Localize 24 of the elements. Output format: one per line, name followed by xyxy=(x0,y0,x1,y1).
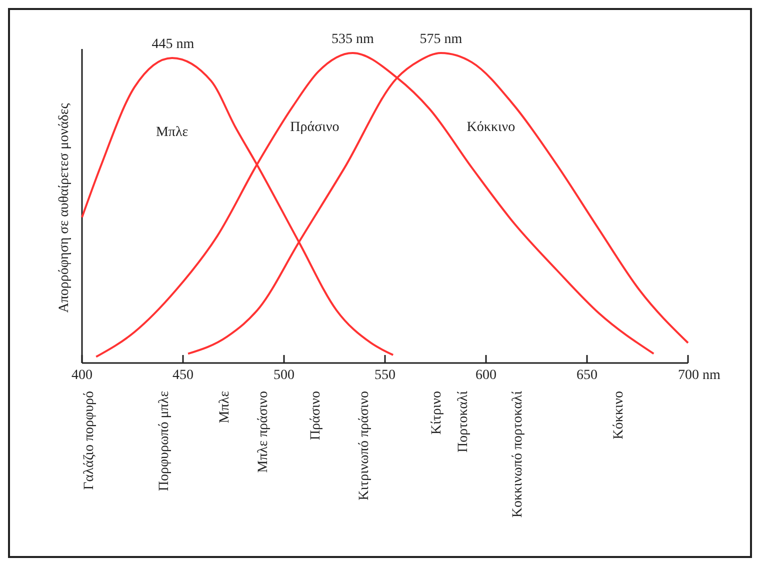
x-tick-label: 500 xyxy=(274,368,294,383)
x-tick-label: 650 xyxy=(576,368,598,383)
x-tick-label: 400 xyxy=(72,368,92,383)
x-tick-label: 700 nm xyxy=(678,368,720,383)
annotation: 575 nm xyxy=(420,32,462,47)
text: Μπλε xyxy=(156,124,188,140)
x-tick-label: 450 xyxy=(172,368,194,383)
series-label: Κόκκινο xyxy=(466,120,516,135)
text: Μπλε xyxy=(217,390,232,424)
text: Γαλάζιο πορφυρό xyxy=(82,391,98,490)
y-axis-title: Απορρόφηση σε αυθαίρετεσ μονάδες xyxy=(57,102,72,313)
x-tick-label: 550 xyxy=(374,368,396,383)
series-label: Πράσινο xyxy=(290,120,340,135)
text: Κοκκινωπό πορτοκαλί xyxy=(510,390,526,518)
text: Κίτρινο xyxy=(430,391,444,435)
annotation: 445 nm xyxy=(152,36,194,52)
text: Κιτρινωπό πράσινο xyxy=(356,391,372,500)
annotation: 535 nm xyxy=(331,32,374,47)
x-tick-label: 600 xyxy=(476,368,496,383)
text: Κόκκινο xyxy=(611,391,626,440)
text: Μπλε πράσινο xyxy=(256,391,271,473)
text: Πορτοκαλί xyxy=(456,390,471,453)
text: Πράσινο xyxy=(308,391,324,440)
text: Πορφυρωπό μπλε xyxy=(156,390,172,492)
